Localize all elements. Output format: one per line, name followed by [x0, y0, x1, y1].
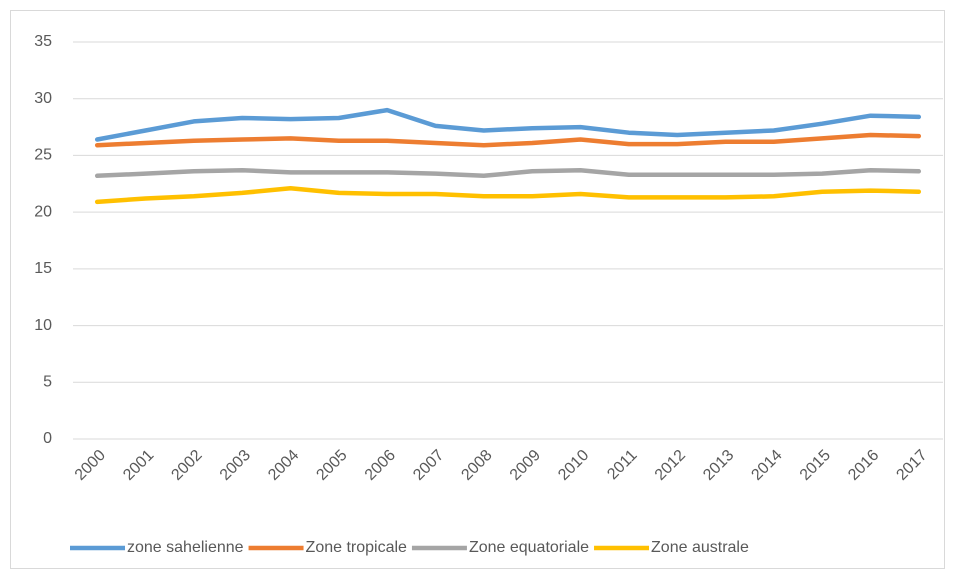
y-tick-label: 35 — [34, 33, 52, 50]
y-tick-label: 20 — [34, 203, 52, 220]
series-line — [94, 167, 922, 179]
y-tick-label: 10 — [34, 317, 52, 334]
legend-label: Zone australe — [651, 539, 749, 556]
series-line — [94, 107, 922, 142]
legend-label: zone sahelienne — [127, 539, 244, 556]
y-tick-label: 25 — [34, 147, 52, 164]
series-line — [94, 186, 922, 205]
y-tick-label: 0 — [43, 430, 52, 447]
y-tick-label: 30 — [34, 90, 52, 107]
series-line — [94, 132, 922, 148]
legend-label: Zone tropicale — [306, 539, 407, 556]
y-tick-label: 5 — [43, 374, 52, 391]
legend-label: Zone equatoriale — [469, 539, 589, 556]
y-tick-label: 15 — [34, 260, 52, 277]
chart-frame — [10, 10, 945, 569]
